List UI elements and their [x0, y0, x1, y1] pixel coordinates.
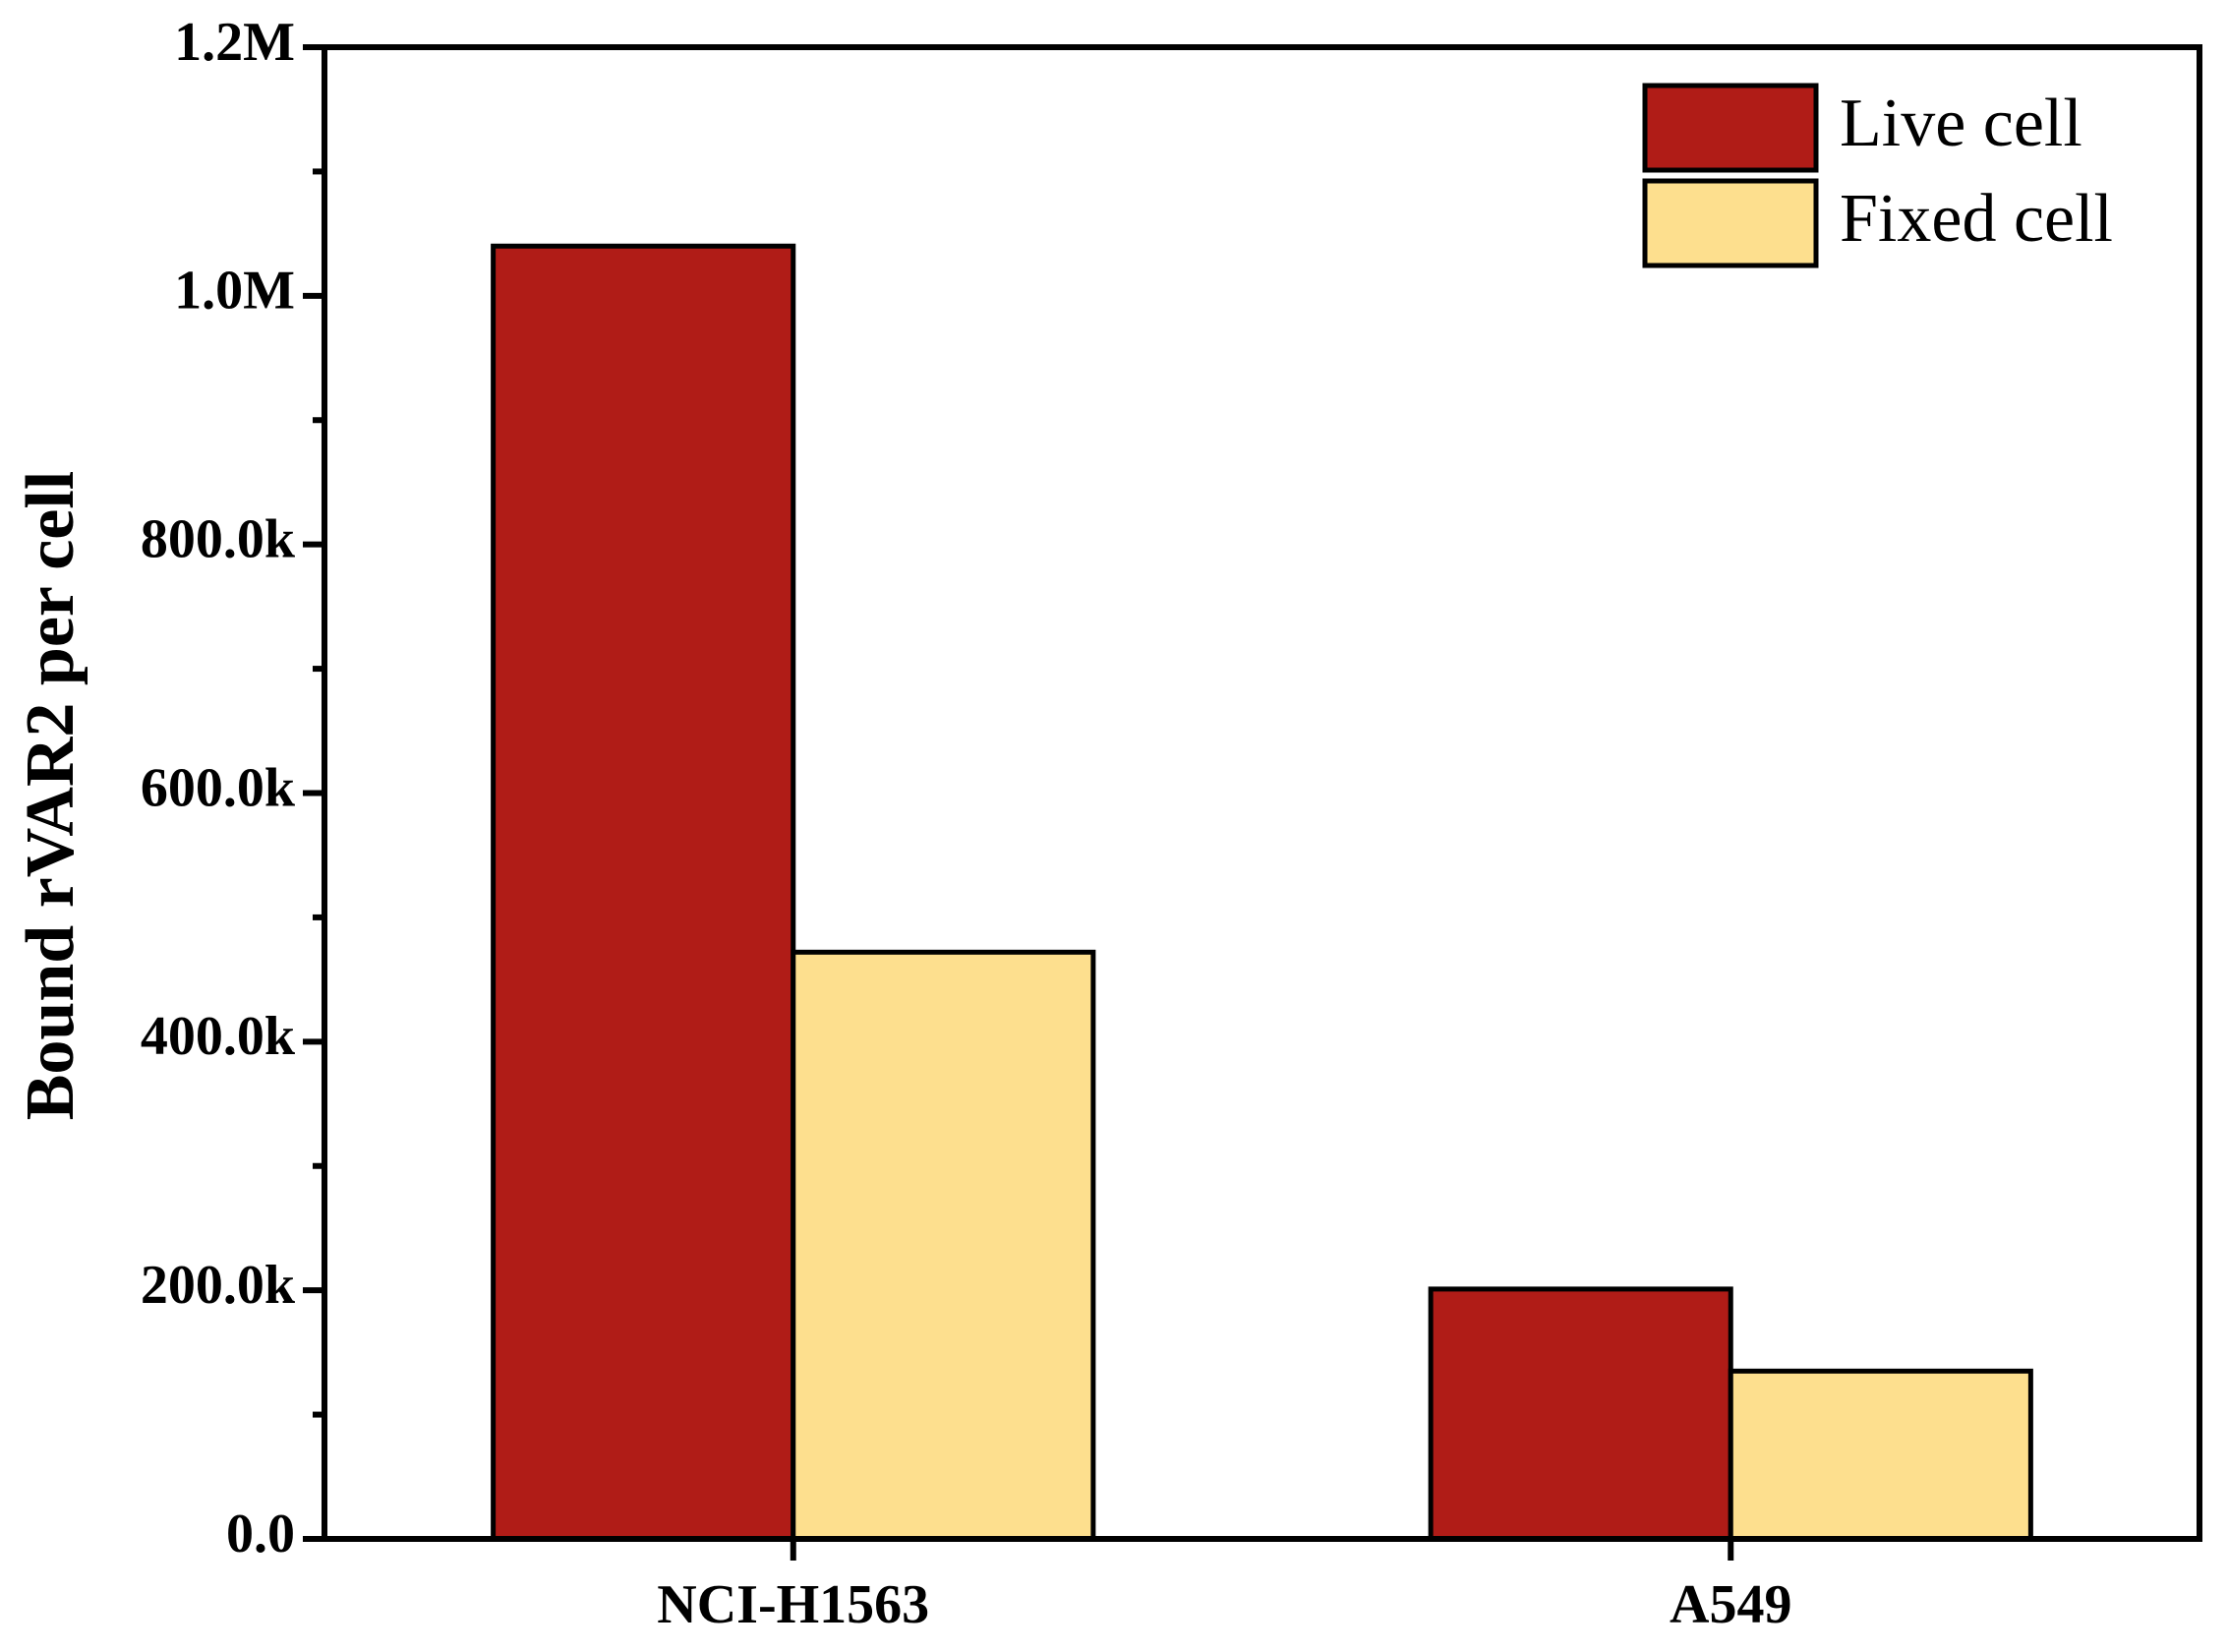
y-tick-label: 800.0k [141, 509, 296, 570]
y-tick-label: 1.2M [174, 12, 295, 73]
plot-frame [322, 44, 2202, 1542]
x-tick-label: NCI-H1563 [657, 1574, 929, 1635]
y-tick-label: 200.0k [141, 1255, 296, 1316]
bar [1428, 1286, 1733, 1542]
legend-label: Live cell [1840, 86, 2082, 161]
legend-swatch [1642, 178, 1819, 268]
y-tick-label: 600.0k [141, 757, 296, 818]
bar [491, 243, 796, 1542]
y-tick-label: 1.0M [174, 261, 295, 322]
bar [1728, 1368, 2033, 1542]
legend-label: Fixed cell [1840, 181, 2113, 257]
legend-swatch [1642, 83, 1819, 173]
x-tick-label: A549 [1670, 1574, 1791, 1635]
bar [791, 949, 1096, 1542]
y-axis-title: Bound rVAR2 per cell [13, 471, 88, 1121]
y-tick-label: 400.0k [141, 1006, 296, 1067]
y-tick-label: 0.0 [226, 1504, 295, 1564]
